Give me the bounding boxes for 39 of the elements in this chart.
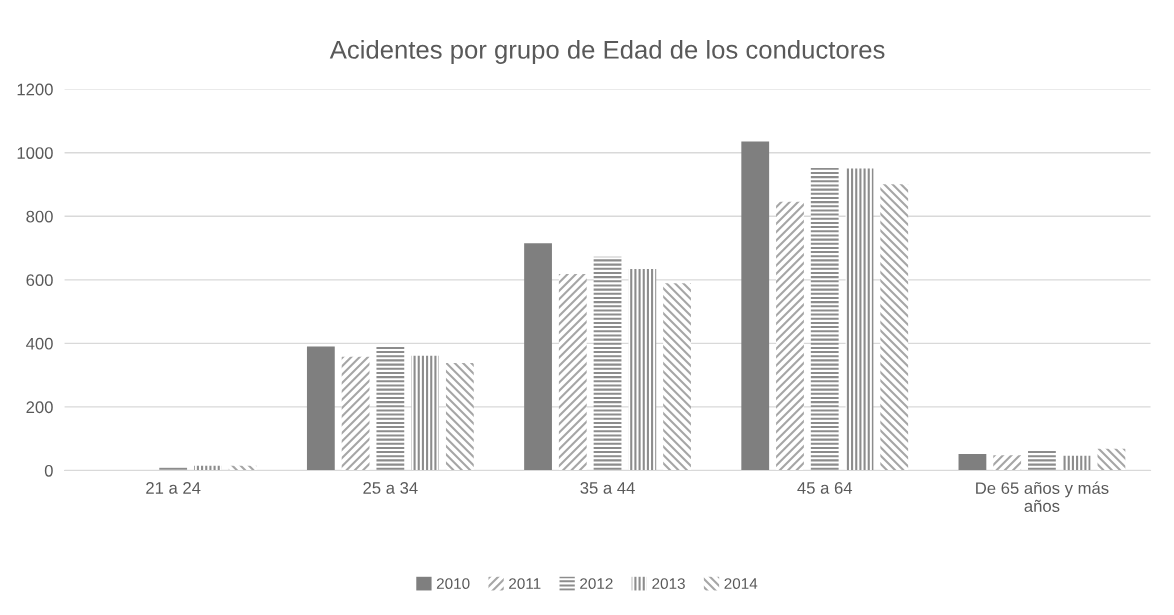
legend-label: 2012	[580, 578, 613, 590]
bar	[776, 201, 804, 471]
bar	[845, 168, 874, 471]
bar	[1062, 455, 1091, 471]
chart-title: Acidentes por grupo de Edad de los conductores	[329, 40, 885, 64]
bar	[810, 167, 839, 471]
bar	[628, 269, 657, 471]
bar	[993, 455, 1022, 471]
x-tick-label: 21 a 24	[146, 482, 201, 494]
x-tick-label: 35 a 44	[580, 482, 635, 494]
bar	[558, 274, 587, 471]
bar	[958, 453, 987, 471]
bar	[159, 467, 188, 471]
y-tick-label: 1200	[17, 83, 53, 96]
y-tick-label: 0	[44, 464, 53, 477]
bar	[411, 355, 440, 471]
y-tick-label: 1000	[17, 147, 53, 159]
bar	[1028, 449, 1056, 471]
legend-label: 2010	[436, 578, 470, 590]
bar	[880, 184, 909, 471]
bar	[341, 356, 370, 471]
bar	[306, 346, 335, 471]
y-tick-label: 200	[26, 401, 53, 414]
legend-label: 2014	[724, 578, 758, 590]
x-tick-label: De 65 años y más años	[976, 481, 1109, 512]
y-tick-label: 600	[26, 274, 53, 287]
bar	[1097, 448, 1126, 471]
bar	[524, 243, 552, 471]
y-tick-label: 400	[26, 337, 53, 350]
bar	[663, 283, 691, 471]
y-tick-label: 800	[26, 210, 53, 223]
x-tick-label: 25 a 34	[363, 482, 418, 494]
bar	[593, 256, 622, 471]
bar	[741, 141, 770, 471]
legend-label: 2011	[509, 578, 541, 590]
legend-label: 2013	[652, 578, 685, 590]
bar	[376, 346, 405, 471]
bar	[445, 363, 474, 471]
x-tick-label: 45 a 64	[797, 482, 853, 494]
